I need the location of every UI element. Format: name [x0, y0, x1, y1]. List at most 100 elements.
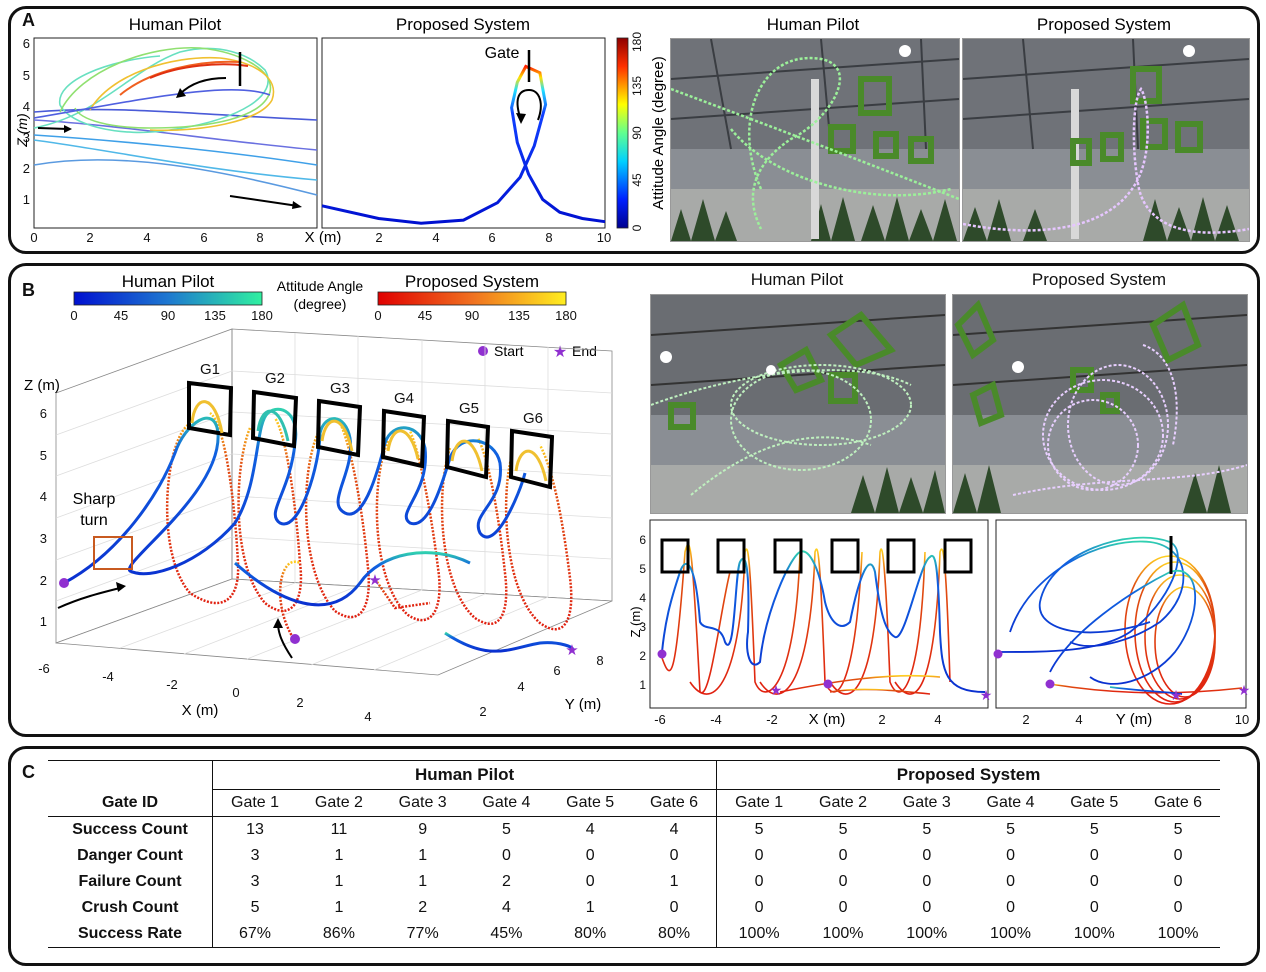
legend-human-title: Human Pilot: [122, 272, 215, 291]
table-cell: 5: [716, 816, 802, 843]
start-marker: [1045, 679, 1055, 689]
table-cell: 45%: [490, 925, 523, 942]
panel-b-left: Human Pilot 0 45 90 135 180 Attitude Angle…: [24, 272, 613, 724]
start-marker: [290, 634, 300, 644]
table-cell: 5: [1173, 821, 1183, 838]
table-cell: 1: [669, 873, 679, 890]
end-marker: ★: [1170, 687, 1183, 703]
svg-text:2: 2: [23, 161, 30, 176]
table-cell: 0: [716, 895, 802, 921]
svg-text:180: 180: [630, 32, 644, 52]
svg-text:2: 2: [296, 695, 303, 710]
table-group-proposed: Proposed System: [716, 760, 1220, 790]
table-cell: 1: [334, 899, 344, 916]
table-cell: 86%: [322, 925, 355, 942]
arrow: [57, 587, 121, 609]
plot3d-zlabel: Z (m): [24, 377, 60, 394]
table-cell: 0: [922, 899, 932, 916]
chart-a2-frame: [321, 37, 606, 229]
legend-human-bar: [73, 291, 263, 306]
panel-b-projections: ★ ★ 1 2 3 4 5 6 Z (m) -6 -4 -2 2 4 X (m) ★ ★ 2 4…: [630, 519, 1250, 728]
table-cell: 1: [334, 847, 344, 864]
svg-text:3: 3: [639, 620, 646, 634]
svg-text:0: 0: [374, 308, 381, 323]
plot3d-gate-tops: [190, 400, 548, 482]
panel-a-label: A: [22, 10, 35, 30]
chart-xz-gates: [660, 538, 973, 574]
arrowhead: [273, 618, 283, 628]
svg-text:180: 180: [555, 308, 577, 323]
svg-text:8: 8: [545, 230, 552, 245]
svg-text:6: 6: [23, 36, 30, 51]
chart-yz-human: [997, 536, 1196, 695]
svg-text:135: 135: [630, 76, 644, 96]
legend-end-marker: ★: [553, 344, 567, 361]
table-col-header: Gate 6: [1154, 794, 1203, 811]
svg-text:4: 4: [364, 709, 371, 724]
chart-xz-frame: [649, 519, 989, 709]
panel-a: [8, 6, 1260, 254]
legend-start-label: Start: [494, 343, 524, 359]
table-col-header: Gate 5: [566, 794, 615, 811]
table-group-human: Human Pilot: [211, 760, 717, 790]
svg-text:90: 90: [465, 308, 479, 323]
photo-b-human: [650, 294, 946, 514]
table-col-header: Gate 1: [212, 789, 298, 817]
table-row-label: Success Rate: [77, 925, 183, 942]
start-marker: [823, 679, 833, 689]
chart-a1-ylabel: Z (m): [14, 113, 30, 147]
table-row: Crush Count 5 1 2 4 1 0 0 0 0 0 0 0: [48, 895, 1220, 921]
table-cell: 0: [1089, 847, 1099, 864]
table-cell: 5: [501, 821, 511, 838]
table-cell: 0: [922, 873, 932, 890]
table-cell: 100%: [716, 921, 802, 948]
table-cell: 4: [669, 821, 679, 838]
svg-text:90: 90: [161, 308, 175, 323]
svg-text:4: 4: [40, 489, 47, 504]
table-cell: 3: [212, 869, 298, 895]
table-cell: 0: [1006, 873, 1015, 890]
table-cell: 100%: [822, 925, 864, 942]
plot3d-proposed-loops: [166, 411, 573, 642]
svg-text:G4: G4: [394, 390, 414, 407]
colorbar-a-label: Attitude Angle (degree): [650, 56, 667, 209]
table-cell: 0: [1089, 899, 1099, 916]
chart-a1-curves: [33, 46, 318, 196]
svg-text:5: 5: [639, 562, 646, 576]
svg-text:-2: -2: [166, 677, 178, 692]
svg-text:1: 1: [40, 614, 47, 629]
plot3d-xticks: -6 -4 -2 0 2 4: [38, 661, 371, 724]
table-cell: 0: [1173, 847, 1183, 864]
table-cell: 0: [716, 843, 802, 869]
table-cell: 100%: [906, 925, 948, 942]
table-cell: 100%: [1157, 925, 1199, 942]
table-cell: 0: [585, 847, 595, 864]
svg-text:45: 45: [630, 173, 644, 187]
table-row: Success Rate 67% 86% 77% 45% 80% 80% 100% 100% 10…: [48, 921, 1220, 948]
table-cell: 5: [838, 821, 848, 838]
photo-a-proposed-title: Proposed System: [1037, 15, 1171, 34]
table-cell: 0: [922, 847, 932, 864]
table-cell: 5: [1089, 821, 1099, 838]
svg-text:-4: -4: [710, 712, 722, 727]
legend-start-marker: [478, 346, 488, 356]
svg-text:8: 8: [1184, 712, 1191, 727]
chart-xz-xticks: -6 -4 -2 2 4: [654, 712, 941, 727]
table-col-header: Gate 2: [819, 794, 868, 811]
loop-arrow: [516, 88, 542, 121]
panel-c: [8, 746, 1260, 966]
svg-text:2: 2: [639, 649, 646, 663]
svg-text:4: 4: [934, 712, 941, 727]
table-col-header: Gate 2: [314, 794, 363, 811]
svg-text:90: 90: [630, 126, 644, 140]
table-col-header: Gate 4: [986, 794, 1035, 811]
end-marker: ★: [565, 642, 578, 659]
table-col-header: Gate 5: [1070, 794, 1119, 811]
gate-label: Gate: [485, 45, 520, 62]
arrowhead: [176, 88, 186, 98]
plot3d-xlabel: X (m): [182, 702, 219, 719]
chart-yz-xlabel: Y (m): [1116, 711, 1152, 728]
table-col-header: Gate 6: [650, 794, 699, 811]
table-cell: 0: [838, 873, 848, 890]
panel-c-label: C: [22, 762, 35, 782]
